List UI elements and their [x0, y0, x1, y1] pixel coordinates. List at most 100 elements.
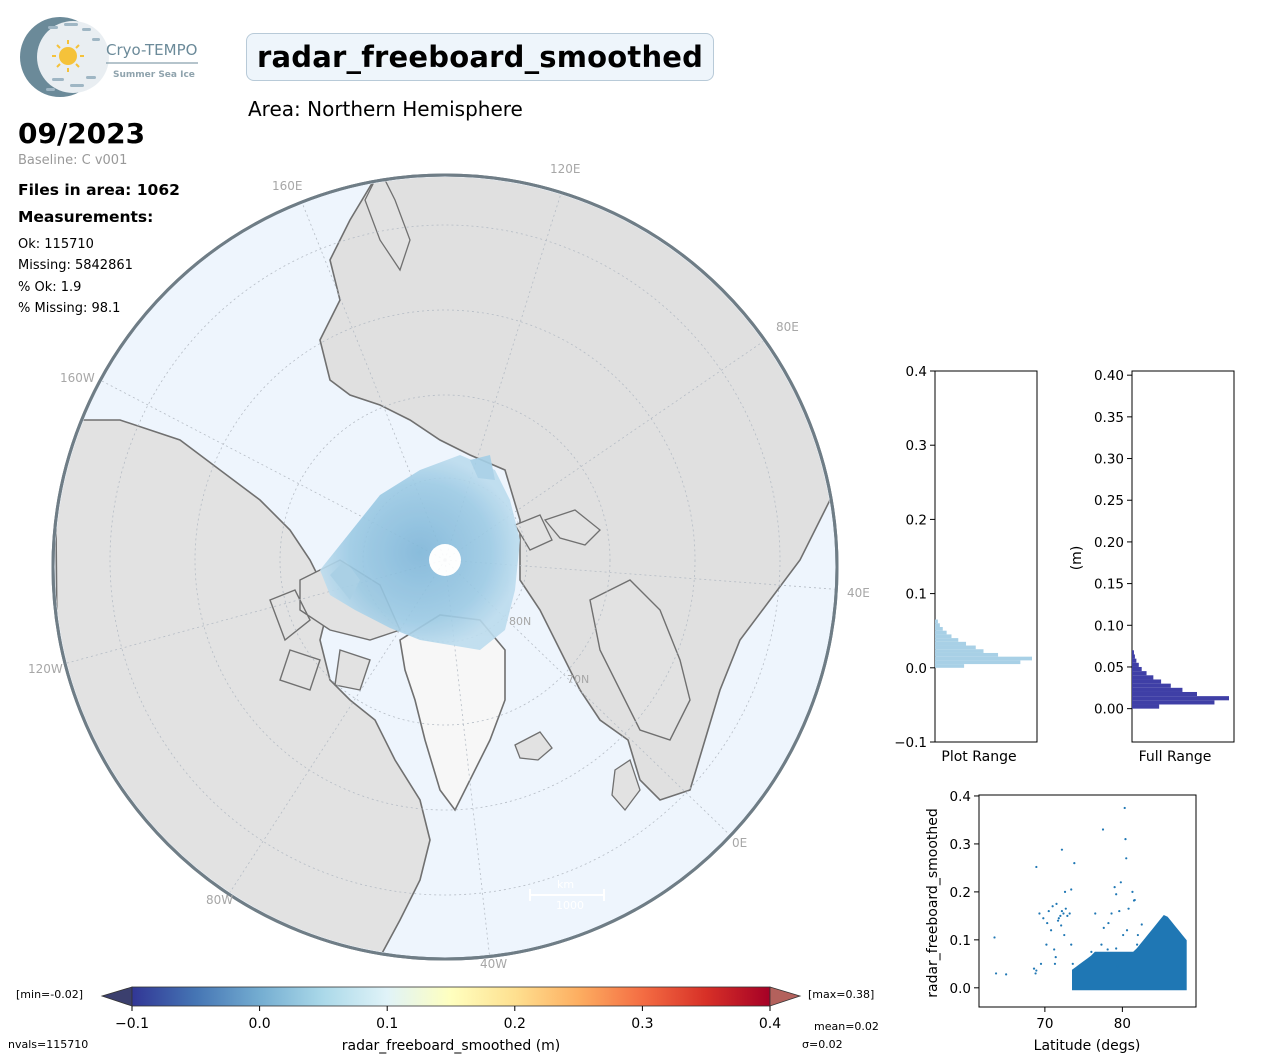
scatter-point [1039, 962, 1043, 965]
hist1-bar [935, 664, 965, 668]
scatter-point [1136, 943, 1139, 946]
land-uk [611, 758, 641, 812]
hist1-ytick-label: 0.4 [906, 364, 927, 380]
area-label: Area: Northern Hemisphere [248, 97, 523, 121]
colorbar-tick-label: −0.1 [115, 1016, 149, 1032]
scatter-point [1005, 973, 1008, 976]
colorbar-label: radar_freeboard_smoothed (m) [342, 1038, 561, 1054]
scatter-point [1070, 888, 1073, 891]
scatter-point [1140, 923, 1143, 926]
scatter-point [1133, 898, 1136, 902]
scatter-point [1059, 914, 1062, 917]
hist2-ytick-label: 0.15 [1094, 577, 1124, 593]
scatter-point [1124, 838, 1127, 841]
hist2-ytick-label: 0.20 [1094, 535, 1124, 551]
hist2-ytick-label: 0.00 [1094, 702, 1124, 718]
date-label: 09/2023 [18, 117, 146, 150]
scatter-point [994, 972, 998, 975]
hist2-ylabel: (m) [1069, 546, 1085, 571]
measurements-heading: Measurements: [18, 208, 154, 226]
histogram-plot-range: −0.1 0.0 0.1 0.2 0.3 0.4 Plot Range [894, 364, 1038, 765]
logo-text: Cryo-TEMPO [106, 41, 197, 59]
polar-map: 120E 160E 80E 160W 40E 120W 0E 80W 40W 8… [28, 162, 870, 971]
freeboard-data [320, 455, 520, 650]
scatter-xlabel: Latitude (degs) [1034, 1038, 1141, 1054]
scatter-point [1035, 865, 1038, 869]
scatter-point [1118, 909, 1121, 913]
hist1-bar [935, 649, 984, 653]
hist2-ytick-label: 0.40 [1094, 368, 1124, 384]
colorbar: −0.1 0.0 0.1 0.2 0.3 0.4 radar_freeboard_smoo… [100, 986, 802, 1054]
scatter-ytick-label: 0.4 [950, 789, 971, 805]
colorbar-under-arrow [100, 986, 133, 1007]
scatter-point [1119, 881, 1122, 884]
colorbar-tick-label: 0.1 [376, 1016, 398, 1032]
hist2-bar [1132, 671, 1147, 676]
scatter-point [1051, 905, 1054, 908]
scatter-point [1090, 950, 1093, 953]
lon-label-40e: 40E [847, 586, 870, 600]
scatter-point [1060, 848, 1064, 851]
scatter-point [1035, 969, 1038, 972]
hist2-bar [1132, 654, 1135, 659]
sigma-label: σ=0.02 [802, 1038, 843, 1051]
hist1-bar [935, 645, 976, 650]
scatter-point [1049, 929, 1053, 932]
scatter-point [1125, 857, 1128, 860]
hist2-bar [1132, 683, 1171, 688]
colorbar-tick-label: 0.3 [631, 1016, 653, 1032]
scatter-point [1032, 967, 1036, 970]
scatter-point [1056, 919, 1060, 922]
hist2-ytick-label: 0.30 [1094, 452, 1124, 468]
scale-unit: km [557, 878, 574, 891]
land-iceland [514, 731, 553, 761]
scatter-point [1106, 948, 1109, 951]
hist2-ytick-label: 0.25 [1094, 493, 1124, 509]
scatter-point [1060, 924, 1063, 927]
scatter-point [1064, 907, 1067, 910]
lon-label-40w: 40W [480, 957, 507, 971]
scatter-point [1125, 929, 1129, 932]
scatter-point [1060, 909, 1064, 913]
hist2-bar [1132, 666, 1142, 672]
scatter-point [1053, 948, 1056, 951]
hist2-bar [1132, 679, 1162, 684]
hist2-bar [1132, 650, 1134, 655]
hist1-ytick-label: 0.0 [906, 661, 927, 677]
hist1-bar [935, 660, 1021, 665]
page-title: radar_freeboard_smoothed [246, 33, 715, 81]
land-novaya-zemlya [543, 509, 601, 546]
scatter-point [1047, 909, 1050, 913]
lat-label-70n: 70N [567, 673, 589, 686]
scatter-point [1038, 912, 1041, 915]
hist2-bar [1132, 704, 1160, 709]
scatter-frame [978, 794, 1197, 1008]
stat-ok: Ok: 115710 [18, 237, 94, 252]
scatter-point [993, 936, 996, 939]
colorbar-tick-label: 0.2 [504, 1016, 526, 1032]
colorbar-over-arrow [769, 986, 802, 1007]
scatter-point [1071, 962, 1074, 965]
scatter-point [1073, 862, 1076, 865]
scatter-point [1068, 912, 1071, 915]
hist1-bar [935, 634, 952, 639]
hist1-bar [935, 641, 967, 646]
land-scandinavia [589, 579, 691, 741]
lon-label-160w: 160W [60, 371, 95, 385]
stat-pct-missing: % Missing: 98.1 [18, 301, 121, 316]
pole-hole [429, 544, 461, 576]
files-count: Files in area: 1062 [18, 181, 180, 199]
hist1-bar [935, 630, 947, 635]
hist2-bar [1132, 658, 1137, 663]
scale-bar: km 1000 [529, 878, 605, 912]
scatter-point [1063, 890, 1067, 893]
hist2-bar [1132, 687, 1183, 692]
baseline-label: Baseline: C v001 [18, 153, 128, 168]
scatter-xtick-label: 70 [1036, 1016, 1053, 1032]
hist2-bar [1132, 691, 1197, 697]
hist1-ytick-label: 0.1 [906, 587, 927, 603]
histogram-full-range: 0.00 0.05 0.10 0.15 0.20 0.25 0.30 0.35 0.40 Ful… [1069, 368, 1235, 765]
scatter-point [1094, 912, 1097, 915]
scatter-point [1110, 912, 1113, 915]
